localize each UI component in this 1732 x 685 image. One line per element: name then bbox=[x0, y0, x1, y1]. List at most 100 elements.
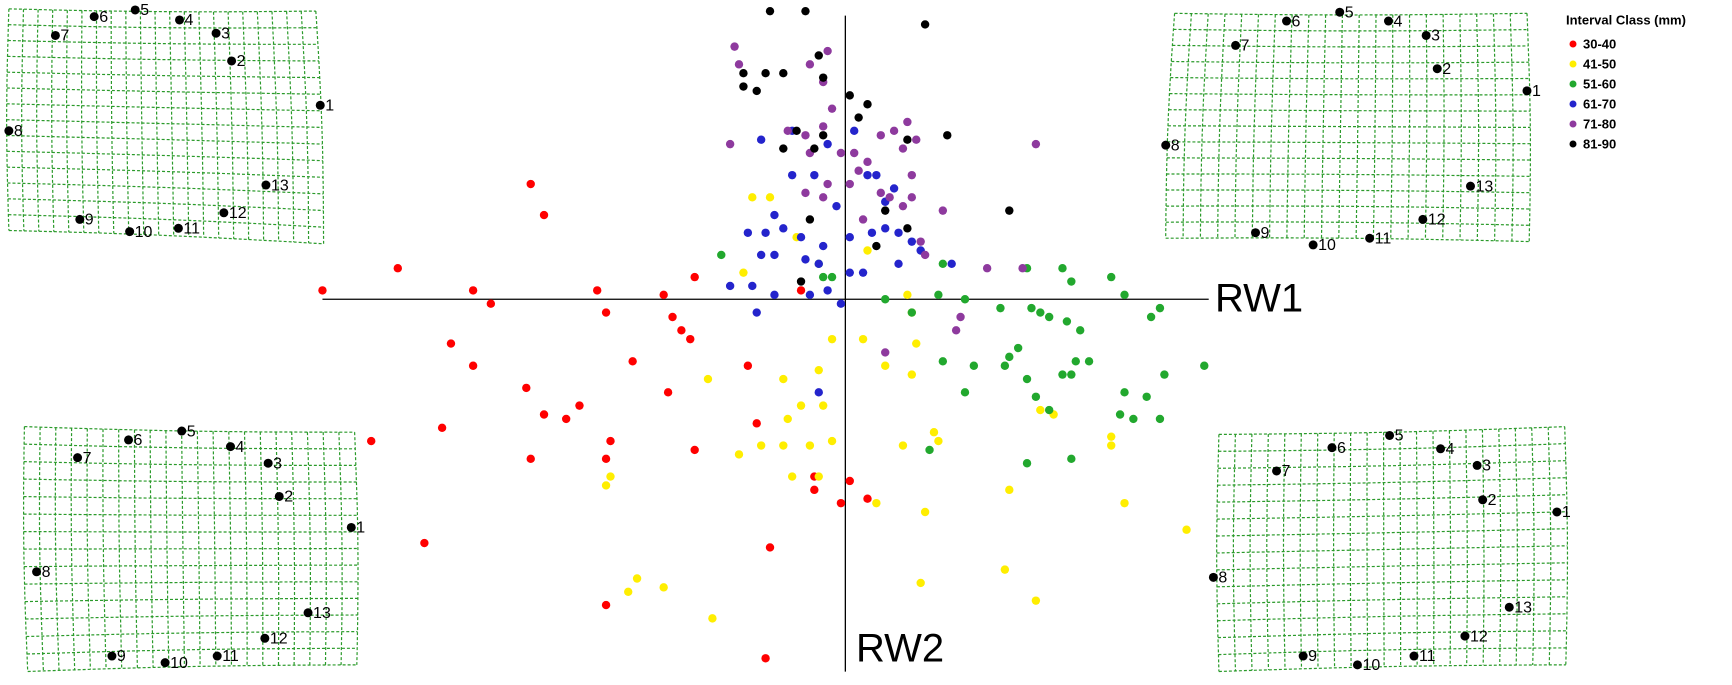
landmark-label: 8 bbox=[1218, 570, 1227, 587]
point bbox=[787, 472, 797, 481]
points bbox=[318, 6, 1209, 663]
point bbox=[814, 472, 823, 481]
point bbox=[796, 277, 806, 286]
point bbox=[903, 135, 912, 144]
point bbox=[725, 139, 735, 149]
grid-line-h bbox=[24, 581, 358, 585]
point bbox=[889, 126, 899, 136]
landmark bbox=[1298, 651, 1308, 661]
point bbox=[854, 113, 863, 122]
grid-line-h bbox=[23, 461, 356, 466]
point bbox=[601, 481, 611, 490]
landmark bbox=[1385, 430, 1395, 440]
point bbox=[730, 42, 739, 51]
grid-line-h bbox=[1217, 494, 1567, 503]
landmark bbox=[1418, 214, 1428, 224]
grid-line-v bbox=[1199, 13, 1209, 239]
point bbox=[889, 184, 899, 193]
point bbox=[770, 210, 779, 220]
grid-line-v bbox=[1269, 14, 1276, 238]
landmark bbox=[1504, 602, 1514, 612]
grid-line-h bbox=[1216, 528, 1568, 537]
grid-line-h bbox=[24, 597, 358, 603]
point bbox=[796, 401, 806, 410]
grid-line-h bbox=[7, 39, 318, 45]
point bbox=[446, 339, 456, 348]
landmark-label: 13 bbox=[1514, 599, 1532, 616]
landmark bbox=[173, 223, 183, 233]
point bbox=[903, 224, 912, 233]
landmark bbox=[1460, 631, 1470, 641]
legend-label: 30-40 bbox=[1583, 36, 1616, 51]
landmark bbox=[227, 56, 237, 66]
point bbox=[907, 308, 917, 317]
grid-line-h bbox=[27, 664, 357, 673]
point bbox=[898, 441, 908, 450]
point bbox=[1031, 392, 1041, 401]
grid-line-v bbox=[1514, 428, 1518, 666]
landmark-label: 8 bbox=[14, 123, 23, 140]
landmark bbox=[1552, 507, 1562, 517]
landmark bbox=[219, 208, 229, 218]
point bbox=[1182, 525, 1191, 534]
grid-line-v bbox=[1216, 434, 1220, 672]
point bbox=[779, 224, 788, 233]
point bbox=[912, 339, 921, 348]
grid-line-v bbox=[259, 431, 264, 666]
point bbox=[1031, 596, 1041, 605]
point bbox=[863, 100, 872, 109]
grid-line-h bbox=[1165, 221, 1530, 226]
landmark bbox=[1335, 7, 1345, 17]
point bbox=[881, 224, 890, 233]
point bbox=[872, 498, 881, 508]
landmark bbox=[1478, 495, 1488, 505]
grid-line-h bbox=[7, 55, 319, 62]
point bbox=[601, 600, 611, 610]
point bbox=[1146, 312, 1156, 322]
grid-line-h bbox=[6, 134, 323, 145]
landmark-label: 13 bbox=[271, 177, 289, 194]
point bbox=[1005, 352, 1014, 362]
point bbox=[903, 117, 912, 127]
point bbox=[881, 348, 890, 357]
point bbox=[858, 334, 868, 344]
point bbox=[734, 450, 744, 459]
point bbox=[845, 91, 854, 100]
landmark-label: 4 bbox=[1446, 441, 1455, 458]
landmark bbox=[274, 491, 284, 501]
landmark bbox=[130, 5, 140, 15]
point bbox=[827, 104, 837, 113]
point bbox=[1058, 264, 1067, 273]
landmark-label: 1 bbox=[1562, 504, 1571, 521]
grid-line-v bbox=[271, 11, 280, 242]
point bbox=[805, 290, 815, 300]
point bbox=[539, 210, 549, 220]
point bbox=[752, 419, 761, 428]
landmark bbox=[1365, 233, 1375, 243]
point bbox=[486, 299, 496, 308]
landmark-label: 3 bbox=[221, 25, 230, 42]
point bbox=[1031, 139, 1041, 149]
point bbox=[801, 131, 810, 140]
landmark-label: 1 bbox=[356, 520, 365, 537]
point bbox=[1000, 361, 1010, 370]
grid-line-h bbox=[1169, 93, 1530, 96]
landmark-label: 3 bbox=[1482, 458, 1491, 475]
point bbox=[756, 135, 766, 144]
landmark bbox=[160, 658, 170, 668]
point bbox=[863, 494, 872, 503]
point bbox=[686, 334, 695, 344]
point bbox=[810, 170, 819, 180]
point bbox=[739, 82, 748, 91]
point bbox=[1062, 317, 1072, 326]
legend-title: Interval Class (mm) bbox=[1566, 12, 1686, 27]
landmark-label: 1 bbox=[1532, 83, 1541, 100]
point bbox=[1155, 414, 1165, 424]
grid-line-h bbox=[23, 547, 358, 550]
legend-label: 51-60 bbox=[1583, 76, 1616, 91]
landmark bbox=[1282, 16, 1292, 26]
landmark-label: 1 bbox=[325, 97, 334, 114]
point bbox=[885, 193, 894, 202]
point bbox=[898, 201, 908, 211]
point bbox=[420, 538, 429, 548]
